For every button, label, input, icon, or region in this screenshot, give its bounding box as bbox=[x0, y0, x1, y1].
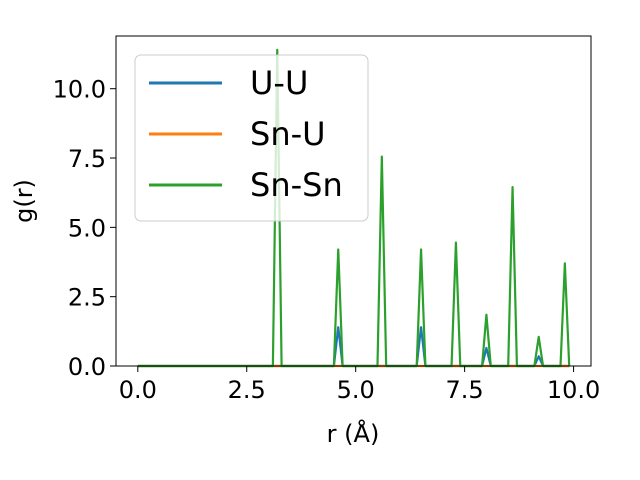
series-line-sn-sn bbox=[137, 48, 571, 368]
x-tick-label: 0.0 bbox=[119, 376, 157, 404]
x-tick-label: 7.5 bbox=[446, 376, 484, 404]
y-axis-label: g(r) bbox=[10, 179, 38, 223]
legend-frame bbox=[134, 54, 369, 222]
x-tick-label: 10.0 bbox=[547, 376, 600, 404]
y-tick-label: 2.5 bbox=[68, 284, 106, 312]
x-axis-label: r (Å) bbox=[327, 419, 380, 448]
plot-frame bbox=[115, 35, 592, 367]
y-tick-label: 0.0 bbox=[68, 353, 106, 381]
legend-label: Sn-Sn bbox=[250, 166, 343, 204]
x-tick-label: 5.0 bbox=[337, 376, 375, 404]
legend-label: Sn-U bbox=[250, 115, 326, 153]
y-tick-label: 10.0 bbox=[53, 76, 106, 104]
x-tick-label: 2.5 bbox=[228, 376, 266, 404]
legend: U-U Sn-U Sn-Sn bbox=[134, 54, 369, 222]
ticks-layer: 0.0 2.5 5.0 7.5 10.0 0.0 2.5 5.0 7.5 10.0 bbox=[53, 76, 601, 404]
legend-label: U-U bbox=[250, 64, 308, 102]
y-tick-label: 7.5 bbox=[68, 145, 106, 173]
y-tick-label: 5.0 bbox=[68, 214, 106, 242]
legend-entries: U-U Sn-U Sn-Sn bbox=[149, 64, 343, 204]
